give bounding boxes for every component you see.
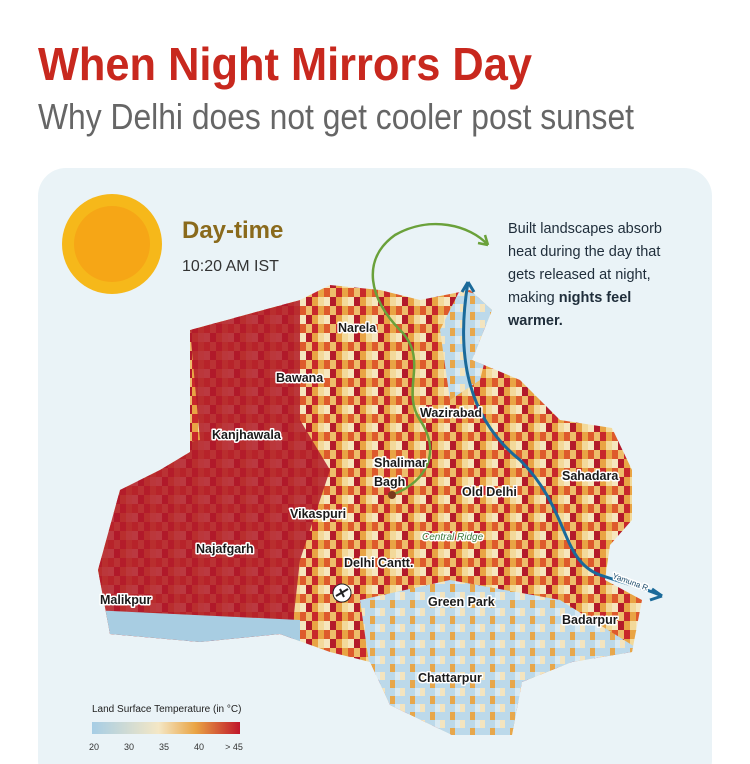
subtitle: Why Delhi does not get cooler post sunse… bbox=[38, 96, 634, 137]
legend-tick: 20 bbox=[89, 742, 99, 752]
place-label: Old Delhi bbox=[462, 485, 517, 499]
place-label: Bawana bbox=[276, 371, 324, 385]
place-label: Narela bbox=[338, 321, 377, 335]
sun-icon bbox=[62, 194, 162, 294]
annotation-emphasis: nights feel bbox=[559, 290, 632, 306]
place-label: Delhi Cantt. bbox=[344, 556, 413, 570]
place-label: Chattarpur bbox=[418, 671, 482, 685]
period-label: Day-time bbox=[182, 217, 283, 244]
arrow-head bbox=[477, 234, 490, 247]
annotation-line: making nights feel bbox=[508, 290, 631, 306]
annotation-line: gets released at night, bbox=[508, 267, 651, 283]
airport-icon bbox=[332, 583, 352, 603]
annotation: Built landscapes absorb heat during the d… bbox=[507, 221, 662, 329]
river-arrows bbox=[460, 281, 663, 602]
place-label: Wazirabad bbox=[420, 406, 482, 420]
legend-tick: > 45 bbox=[225, 742, 243, 752]
annotation-arrow bbox=[371, 222, 489, 497]
annotation-line: heat during the day that bbox=[508, 244, 660, 260]
legend-tick: 30 bbox=[124, 742, 134, 752]
time-label: 10:20 AM IST bbox=[182, 258, 279, 275]
yamuna-river bbox=[462, 281, 663, 598]
place-label: Shalimar bbox=[374, 456, 427, 470]
place-label: Central Ridge bbox=[422, 532, 484, 543]
legend-title: Land Surface Temperature (in °C) bbox=[92, 704, 241, 715]
place-label: Kanjhawala bbox=[212, 428, 282, 442]
place-label: Green Park bbox=[428, 595, 495, 609]
place-label: Malikpur bbox=[100, 593, 152, 607]
shalimar-marker bbox=[388, 491, 396, 499]
legend-tick: 35 bbox=[159, 742, 169, 752]
place-label: Bagh bbox=[374, 475, 405, 489]
legend-tick: 40 bbox=[194, 742, 204, 752]
annotation-emphasis: warmer. bbox=[507, 313, 563, 329]
legend: Land Surface Temperature (in °C) 20 30 35 4… bbox=[89, 704, 243, 752]
title: When Night Mirrors Day bbox=[38, 38, 532, 90]
place-label: Sahadara bbox=[562, 469, 619, 483]
annotation-line: Built landscapes absorb bbox=[508, 221, 662, 237]
legend-bar bbox=[92, 722, 240, 734]
place-label: Badarpur bbox=[562, 613, 618, 627]
place-label: Vikaspuri bbox=[290, 507, 346, 521]
place-label: Najafgarh bbox=[196, 542, 254, 556]
